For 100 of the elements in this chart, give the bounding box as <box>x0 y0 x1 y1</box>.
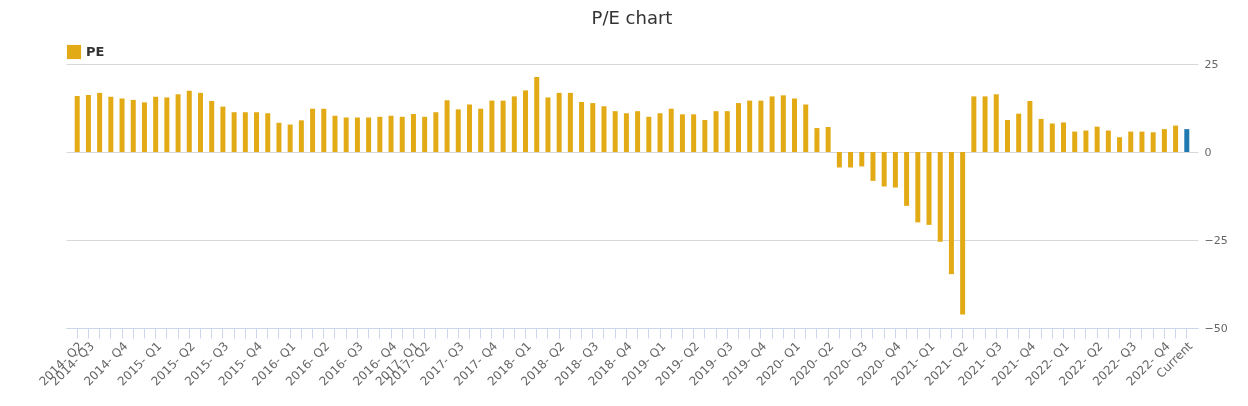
bar <box>1016 113 1022 152</box>
bar <box>186 90 192 152</box>
bar <box>679 114 685 152</box>
bar <box>915 152 921 223</box>
bar <box>410 113 416 152</box>
bar <box>1004 119 1010 152</box>
bar <box>579 102 585 152</box>
bar <box>164 97 170 152</box>
bar <box>769 96 775 152</box>
bar <box>108 96 114 152</box>
bar <box>422 116 428 152</box>
bar <box>220 106 226 152</box>
bar <box>119 98 125 152</box>
bar <box>668 108 674 152</box>
bar <box>982 96 988 152</box>
bar <box>814 128 820 152</box>
bar <box>366 117 372 152</box>
bar <box>433 112 439 152</box>
bar <box>1161 129 1167 152</box>
bar <box>388 115 394 152</box>
bar <box>971 96 977 152</box>
bar <box>399 116 405 152</box>
bar <box>646 116 652 152</box>
y-tick-label: 25 <box>1204 57 1219 71</box>
bar <box>175 94 181 152</box>
bar <box>444 100 450 152</box>
bar <box>1038 118 1044 152</box>
bar <box>747 100 753 152</box>
y-tick-label: 0 <box>1204 145 1212 159</box>
bar <box>1105 130 1111 152</box>
bar <box>130 99 136 152</box>
bar <box>601 106 607 152</box>
y-tick-label: −50 <box>1204 321 1228 335</box>
bar <box>1184 129 1190 152</box>
bar <box>466 104 472 152</box>
bar <box>523 90 529 152</box>
bar <box>254 112 260 152</box>
bar <box>859 152 865 167</box>
bar <box>287 124 293 152</box>
bar <box>298 120 304 152</box>
bar <box>489 100 495 152</box>
bar <box>792 98 798 152</box>
bar <box>455 109 461 152</box>
bar <box>713 111 719 152</box>
bar <box>735 103 741 152</box>
bar <box>534 77 540 152</box>
bar <box>153 96 159 152</box>
bar <box>825 127 831 152</box>
y-tick-label: −25 <box>1204 233 1228 247</box>
bar <box>691 114 697 152</box>
bar <box>780 95 786 152</box>
bar <box>500 100 506 152</box>
bar <box>993 94 999 152</box>
bar <box>1139 131 1145 152</box>
bar <box>1173 125 1179 152</box>
bar <box>948 152 954 275</box>
bar <box>623 113 629 152</box>
bar <box>231 112 237 152</box>
bar <box>1049 123 1055 152</box>
bar <box>265 113 271 152</box>
bar <box>904 152 910 206</box>
bar <box>343 117 349 152</box>
bar <box>892 152 898 188</box>
bar <box>332 115 338 152</box>
bar <box>556 92 562 152</box>
bar <box>657 113 663 152</box>
bar <box>926 152 932 225</box>
bar <box>511 96 517 152</box>
bar <box>848 152 854 168</box>
bar <box>321 108 327 152</box>
bar <box>545 97 551 152</box>
bar <box>567 92 573 152</box>
bar <box>870 152 876 181</box>
bar <box>1117 137 1123 152</box>
bar <box>85 94 91 152</box>
bar <box>310 108 316 152</box>
bar <box>724 111 730 152</box>
bar <box>937 152 943 242</box>
bar <box>960 152 966 315</box>
chart-title: P/E chart <box>591 7 673 28</box>
bar <box>612 111 618 152</box>
bar <box>803 104 809 152</box>
bar <box>97 92 103 152</box>
bar <box>276 122 282 152</box>
bar <box>1061 122 1066 152</box>
bar <box>702 119 708 152</box>
bar <box>377 116 383 152</box>
bar <box>354 117 360 152</box>
bar <box>1094 126 1100 152</box>
bar <box>1128 131 1134 152</box>
bar <box>758 100 764 152</box>
bar <box>590 103 596 152</box>
legend-label: PE <box>86 44 105 59</box>
bar <box>1027 100 1033 152</box>
bar <box>1072 131 1078 152</box>
bar <box>1083 130 1089 152</box>
bar <box>881 152 887 187</box>
bar <box>74 96 80 152</box>
bar <box>836 152 842 168</box>
bar <box>198 92 203 152</box>
